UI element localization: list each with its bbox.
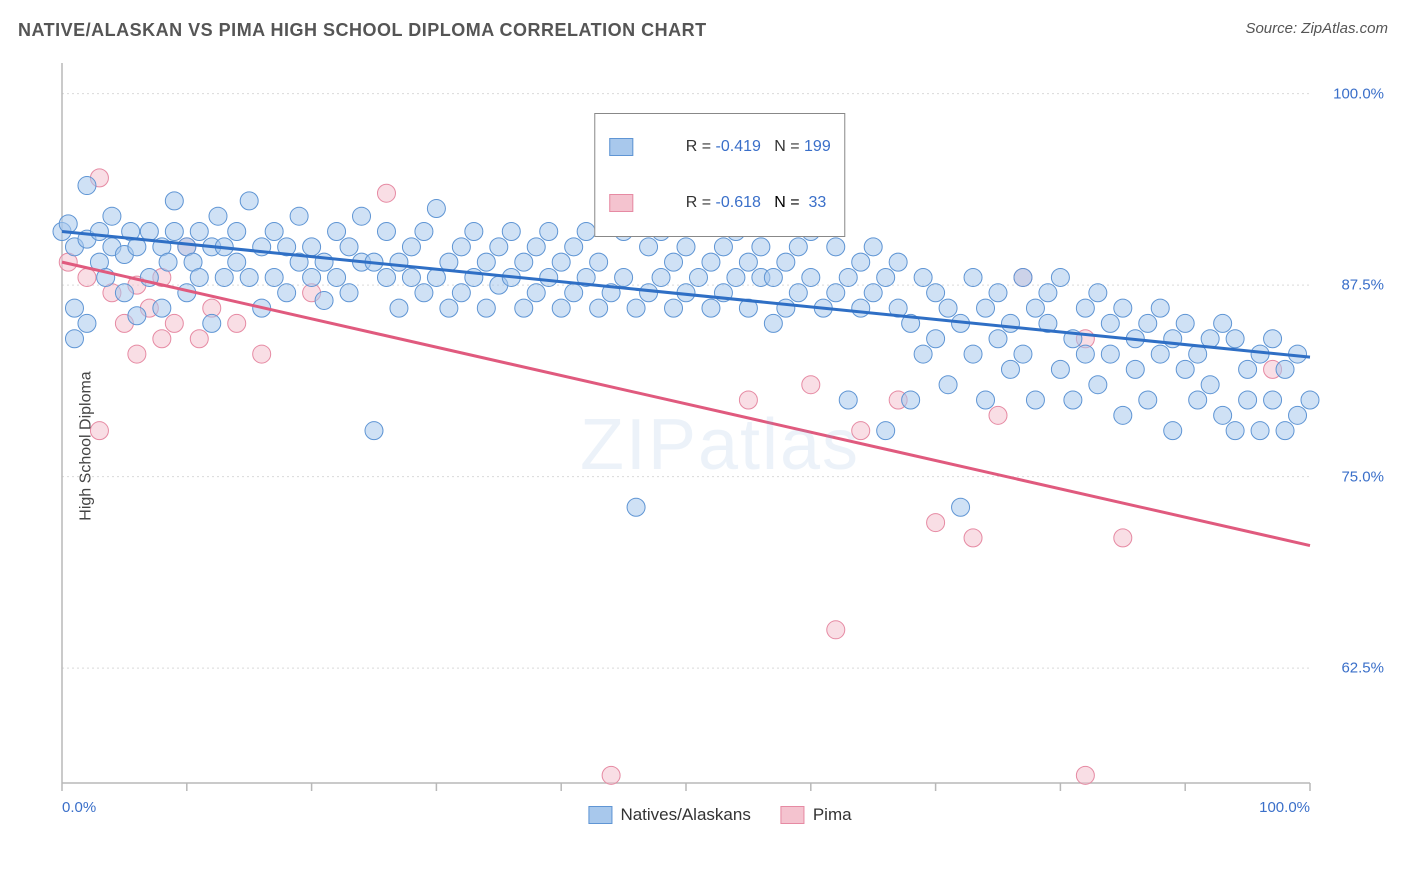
x-tick-label: 100.0% [1259,799,1310,816]
plot-area: ZIPatlas R = -0.419 N = 199 R = -0.618 N… [50,55,1390,835]
chart-container: NATIVE/ALASKAN VS PIMA HIGH SCHOOL DIPLO… [0,0,1406,892]
y-tick-label: 75.0% [1341,468,1384,485]
y-tick-label: 100.0% [1333,85,1384,102]
legend-text: R = -0.419 N = 199 [641,120,830,174]
legend-row-blue: R = -0.419 N = 199 [609,120,830,174]
legend-item-blue: Natives/Alaskans [588,805,750,825]
swatch-blue-icon [609,138,633,156]
legend-item-pink: Pima [781,805,852,825]
legend-row-pink: R = -0.618 N = 33 [609,176,830,230]
legend-text: R = -0.618 N = 33 [641,176,826,230]
x-tick-label: 0.0% [62,799,96,816]
source-label: Source: ZipAtlas.com [1245,20,1388,37]
swatch-pink-icon [609,194,633,212]
y-tick-label: 62.5% [1341,660,1384,677]
correlation-legend: R = -0.419 N = 199 R = -0.618 N = 33 [594,113,845,237]
swatch-pink-icon [781,806,805,824]
legend-label: Natives/Alaskans [620,805,750,825]
chart-title: NATIVE/ALASKAN VS PIMA HIGH SCHOOL DIPLO… [18,20,707,41]
legend-label: Pima [813,805,852,825]
series-legend: Natives/Alaskans Pima [588,805,851,825]
swatch-blue-icon [588,806,612,824]
y-tick-label: 87.5% [1341,277,1384,294]
